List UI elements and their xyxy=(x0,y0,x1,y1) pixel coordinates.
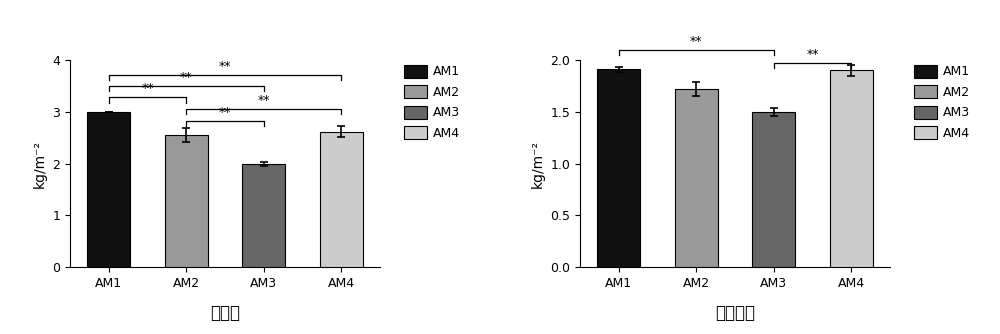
Bar xyxy=(87,112,130,267)
Bar xyxy=(242,164,285,267)
X-axis label: 总产量: 总产量 xyxy=(210,304,240,322)
Bar xyxy=(675,89,718,267)
Bar xyxy=(597,69,640,267)
Bar xyxy=(320,132,363,267)
Legend: AM1, AM2, AM3, AM4: AM1, AM2, AM3, AM4 xyxy=(912,62,973,142)
Text: **: ** xyxy=(141,82,154,95)
Text: **: ** xyxy=(180,71,192,84)
X-axis label: 答麻产量: 答麻产量 xyxy=(715,304,755,322)
Text: **: ** xyxy=(219,106,231,119)
Y-axis label: kg/m⁻²: kg/m⁻² xyxy=(531,140,545,188)
Legend: AM1, AM2, AM3, AM4: AM1, AM2, AM3, AM4 xyxy=(402,62,463,142)
Bar xyxy=(830,70,873,267)
Text: **: ** xyxy=(690,35,702,48)
Y-axis label: kg/m⁻²: kg/m⁻² xyxy=(33,140,47,188)
Bar xyxy=(752,112,795,267)
Text: **: ** xyxy=(219,59,231,72)
Bar xyxy=(165,135,208,267)
Text: **: ** xyxy=(258,94,270,107)
Text: **: ** xyxy=(806,48,819,61)
